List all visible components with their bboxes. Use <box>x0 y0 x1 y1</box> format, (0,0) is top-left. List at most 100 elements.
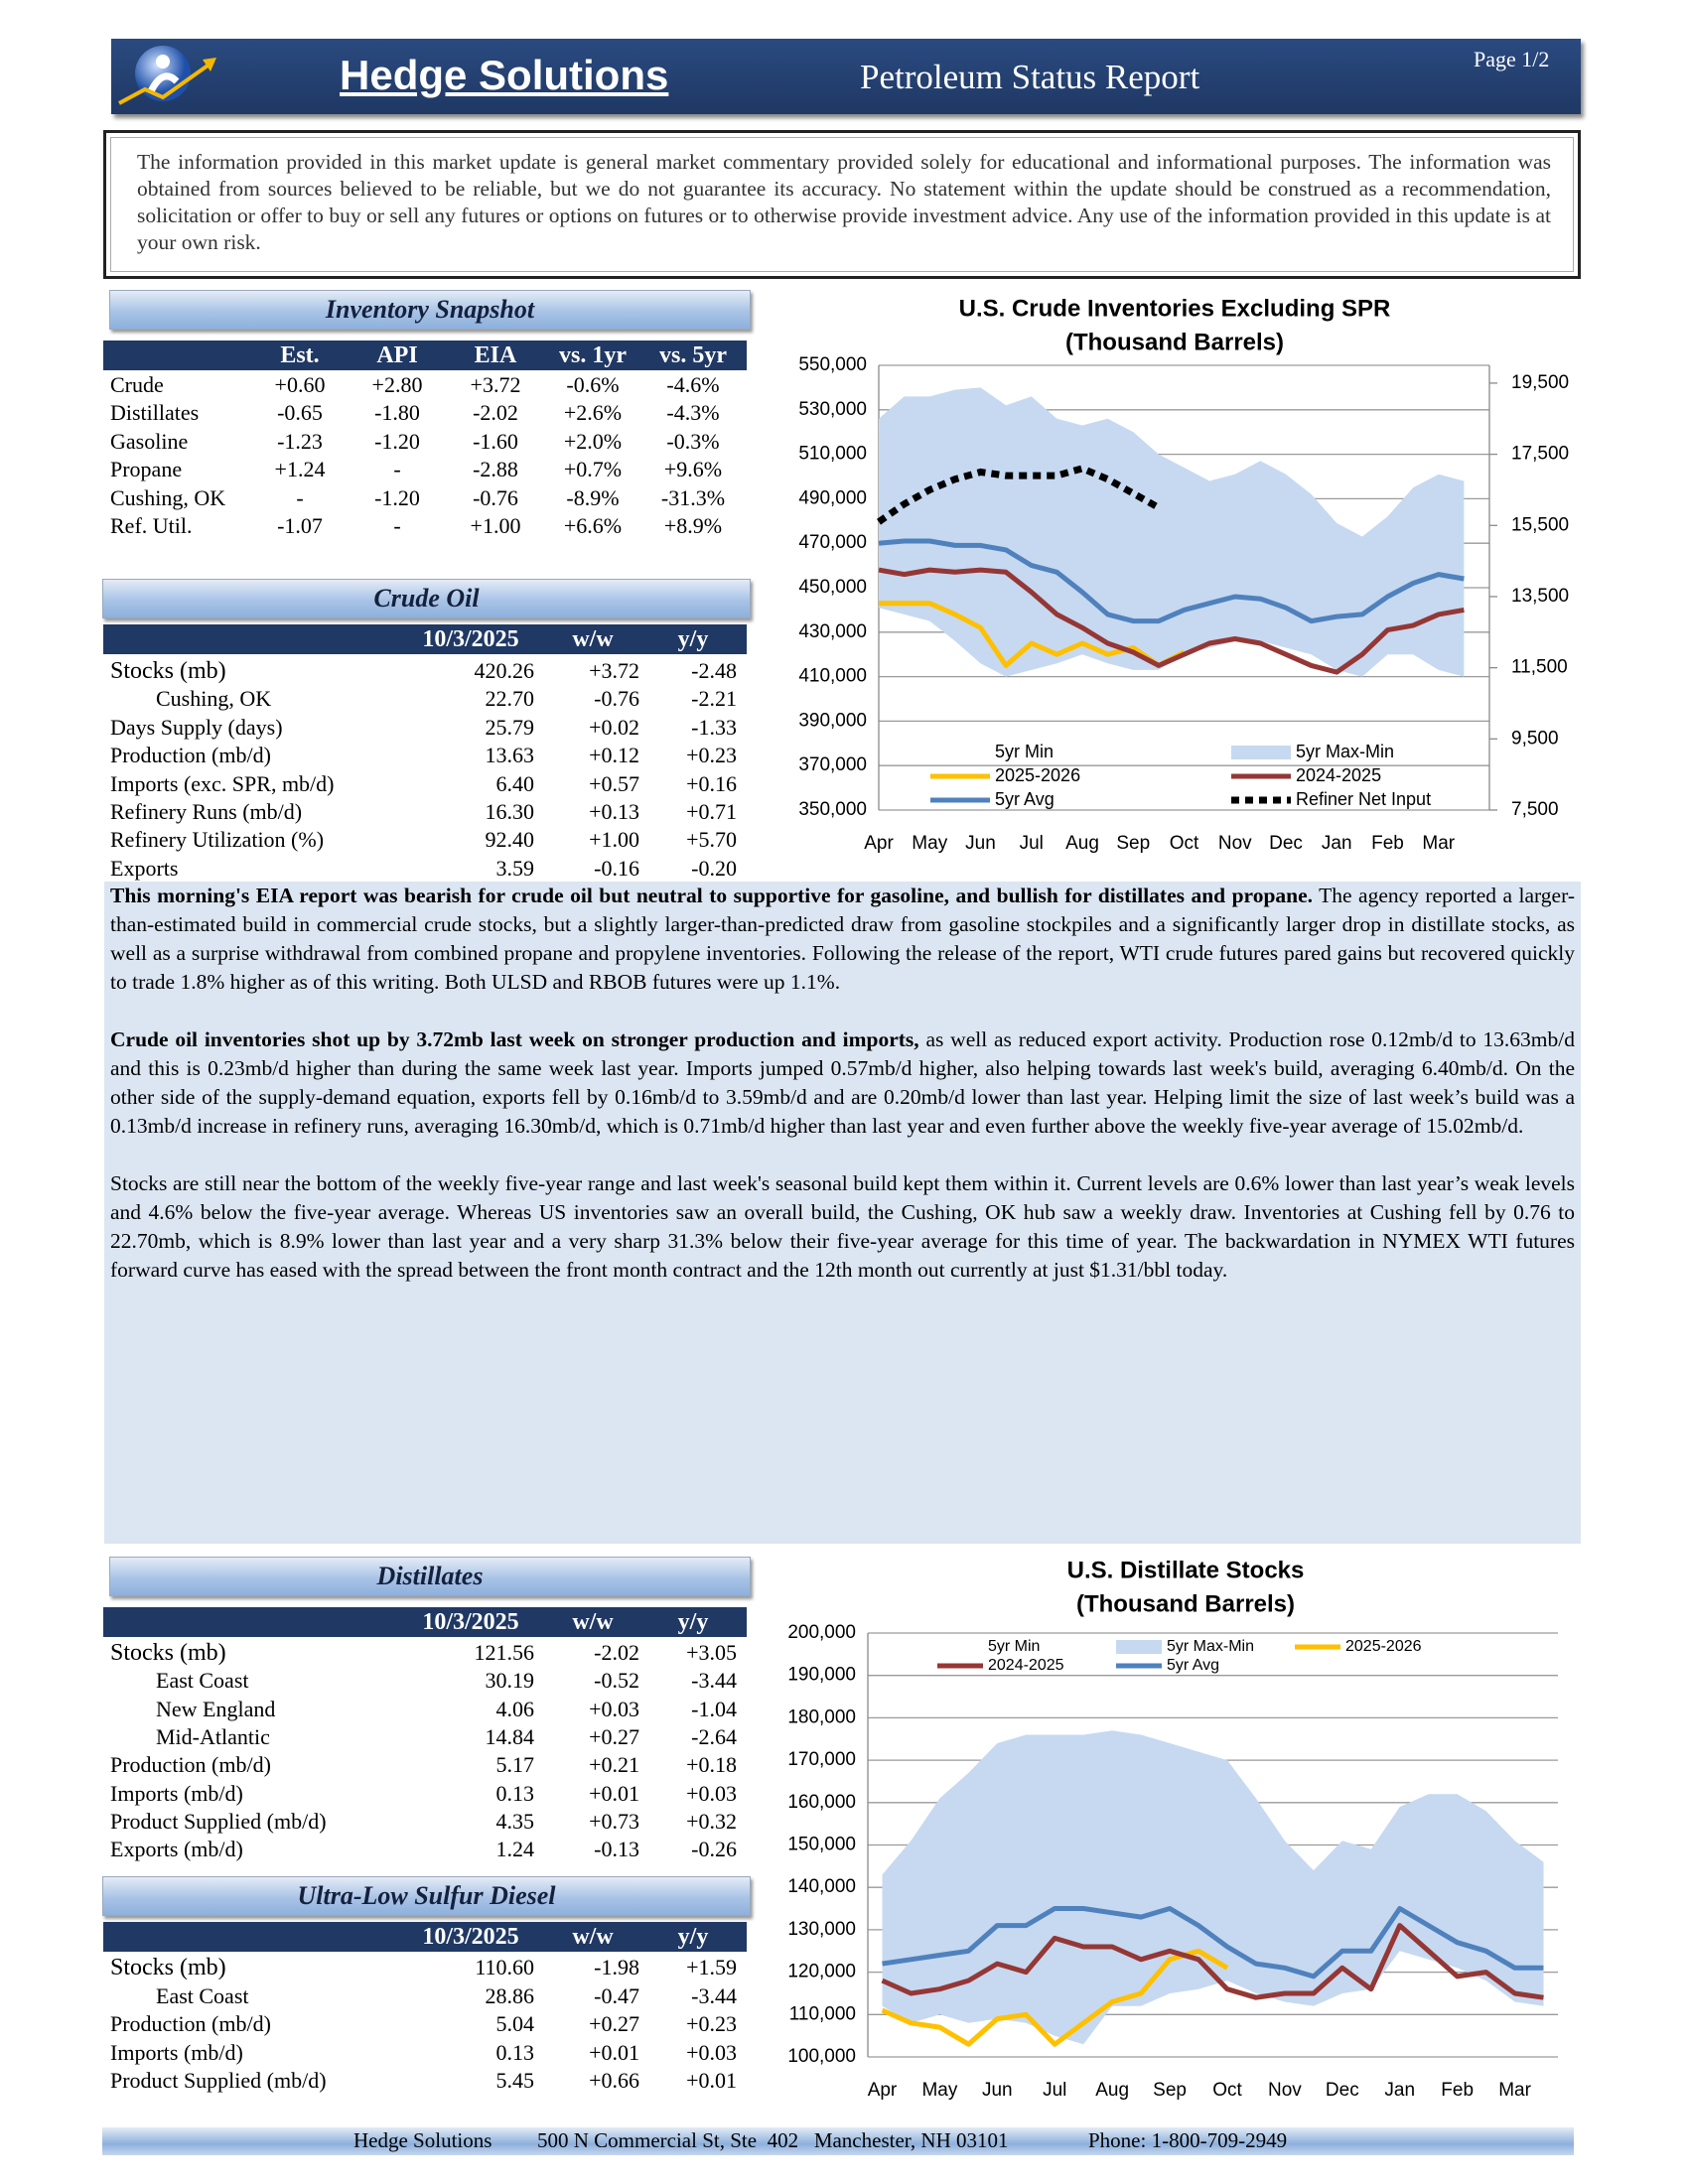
legend-label: 5yr Min <box>988 1638 1040 1655</box>
row-label: Production (mb/d) <box>110 2011 271 2036</box>
table-cell: +0.57 <box>589 770 639 796</box>
footer-address: 500 N Commercial St, Ste 402 Manchester,… <box>537 2128 1009 2152</box>
table-cell: 13.63 <box>485 743 535 768</box>
legend-label: 5yr Min <box>995 742 1054 761</box>
row-label: Exports <box>110 855 179 881</box>
row-label: Distillates <box>110 400 200 426</box>
x-tick-label: Mar <box>1498 2080 1531 2101</box>
row-label: Gasoline <box>110 428 189 454</box>
column-header: y/y <box>677 1924 709 1950</box>
table-cell: 0.13 <box>495 2039 535 2065</box>
table-cell: -4.3% <box>666 400 720 426</box>
column-header-bar <box>103 1607 747 1637</box>
table-cell: -2.02 <box>473 400 518 426</box>
table-cell: 110.60 <box>475 1955 534 1979</box>
table-cell: -0.47 <box>594 1982 639 2008</box>
section-title: Crude Oil <box>102 579 751 618</box>
row-label: Propane <box>110 457 183 482</box>
x-tick-label: Nov <box>1268 2080 1302 2101</box>
table-cell: +9.6% <box>663 457 723 482</box>
legend-label: 2025-2026 <box>1345 1638 1422 1655</box>
table-cell: -1.23 <box>277 428 323 454</box>
chart-subtitle: (Thousand Barrels) <box>1065 329 1284 355</box>
table-cell: -8.9% <box>566 484 620 510</box>
y-tick-label: 190,000 <box>787 1665 856 1686</box>
y2-tick-label: 7,500 <box>1511 799 1559 820</box>
x-tick-label: Dec <box>1326 2080 1359 2101</box>
table-cell: -0.6% <box>566 372 620 397</box>
row-label: Stocks (mb) <box>110 1640 226 1666</box>
table-cell: -0.3% <box>666 428 720 454</box>
column-header: 10/3/2025 <box>422 1609 519 1635</box>
table-cell: +0.21 <box>589 1752 639 1778</box>
row-label: Ref. Util. <box>110 513 193 538</box>
disclaimer-box: The information provided in this market … <box>103 130 1581 279</box>
y2-tick-label: 9,500 <box>1511 728 1559 749</box>
table-cell: +0.01 <box>589 1780 639 1806</box>
table-cell: +8.9% <box>663 513 723 538</box>
row-label: Cushing, OK <box>110 484 226 510</box>
x-tick-label: Apr <box>864 833 894 854</box>
y2-tick-label: 17,500 <box>1511 444 1569 465</box>
table-cell: +0.13 <box>589 799 639 824</box>
table-cell: +1.00 <box>470 513 521 538</box>
table-cell: +0.01 <box>686 2068 737 2093</box>
paragraph: This morning's EIA report was bearish fo… <box>110 882 1575 997</box>
chart-title: U.S. Crude Inventories Excluding SPR <box>959 295 1391 322</box>
row-label: Stocks (mb) <box>110 1955 226 1980</box>
brand: Hedge Solutions <box>340 52 669 98</box>
footer-company: Hedge Solutions <box>353 2128 492 2152</box>
y-tick-label: 470,000 <box>798 532 867 553</box>
y-tick-label: 140,000 <box>787 1876 856 1897</box>
table-cell: +0.71 <box>686 799 737 824</box>
table-cell: +1.59 <box>686 1955 737 1979</box>
logo <box>118 46 216 105</box>
row-label: Refinery Runs (mb/d) <box>110 799 303 824</box>
table-cell: +0.18 <box>686 1752 737 1778</box>
x-tick-label: Sep <box>1116 833 1150 854</box>
table-cell: -1.60 <box>473 428 518 454</box>
column-header: w/w <box>572 1609 614 1635</box>
table-cell: +0.03 <box>686 1780 737 1806</box>
x-tick-label: Jul <box>1020 833 1044 854</box>
y-tick-label: 200,000 <box>787 1622 856 1643</box>
legend-swatch <box>1231 746 1291 759</box>
table-cell: -2.02 <box>594 1640 639 1665</box>
table-cell: 5.04 <box>495 2011 535 2036</box>
column-header: API <box>376 342 418 368</box>
legend-label: 5yr Avg <box>995 789 1055 809</box>
table-cell: 121.56 <box>474 1640 535 1665</box>
y-tick-label: 120,000 <box>787 1962 856 1982</box>
table-cell: +6.6% <box>563 513 623 538</box>
y-tick-label: 130,000 <box>787 1919 856 1940</box>
footer-phone: Phone: 1-800-709-2949 <box>1088 2128 1288 2152</box>
x-tick-label: Jun <box>982 2080 1013 2101</box>
row-label: Cushing, OK <box>156 686 272 712</box>
x-tick-label: Jan <box>1322 833 1352 854</box>
table-cell: +0.03 <box>686 2039 737 2065</box>
table-cell: +0.7% <box>563 457 623 482</box>
x-tick-label: Aug <box>1065 833 1099 854</box>
table-cell: +1.00 <box>589 827 639 853</box>
row-label: Production (mb/d) <box>110 1752 271 1778</box>
y2-tick-label: 11,500 <box>1511 657 1568 678</box>
table-cell: +3.05 <box>686 1640 737 1665</box>
table-cell: +0.27 <box>589 1723 639 1749</box>
row-label: Crude <box>110 372 164 397</box>
paragraph-text: Stocks are still near the bottom of the … <box>110 1171 1575 1282</box>
x-tick-label: Jul <box>1043 2080 1066 2101</box>
paragraph-text: The agency reported a larger-than-estima… <box>110 884 1575 994</box>
table-cell: +0.66 <box>589 2068 639 2093</box>
paragraph-lead: This morning's EIA report was bearish fo… <box>110 884 1314 907</box>
row-label: Refinery Utilization (%) <box>110 827 325 853</box>
table-cell: -1.80 <box>374 400 420 426</box>
row-label: New England <box>156 1696 276 1721</box>
row-label: Product Supplied (mb/d) <box>110 2068 327 2093</box>
table-cell: - <box>393 457 401 482</box>
report-title: Petroleum Status Report <box>860 58 1200 96</box>
table-cell: -2.21 <box>691 686 737 712</box>
y2-tick-label: 13,500 <box>1511 586 1569 607</box>
table-cell: -0.13 <box>594 1837 639 1862</box>
table-cell: -3.44 <box>691 1982 737 2008</box>
paragraph-lead: Crude oil inventories shot up by 3.72mb … <box>110 1027 919 1051</box>
